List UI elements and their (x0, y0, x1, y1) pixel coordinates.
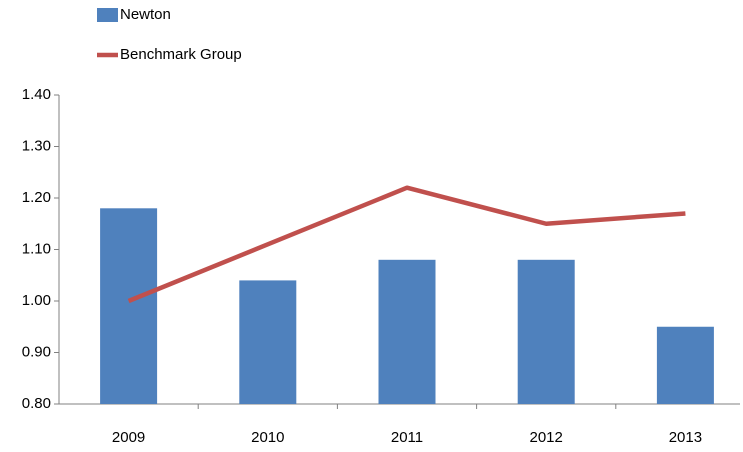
y-tick-label: 1.00 (22, 292, 51, 309)
x-tick-label: 2013 (669, 429, 702, 446)
y-tick-label: 1.20 (22, 189, 51, 206)
bar (378, 259, 436, 404)
x-tick-label: 2010 (251, 429, 284, 446)
bar (656, 326, 714, 404)
legend-label: Benchmark Group (120, 46, 242, 63)
line (127, 185, 686, 304)
y-tick-label: 0.90 (22, 343, 51, 360)
bar (239, 280, 297, 404)
x-tick-label: 2011 (391, 429, 423, 446)
y-tick-label: 1.30 (22, 137, 51, 154)
legend-label: Newton (120, 6, 171, 23)
x-tick-label: 2012 (530, 429, 563, 446)
y-tick-label: 1.10 (22, 240, 51, 257)
legend-swatch (97, 8, 118, 22)
bar (517, 259, 575, 404)
y-tick-label: 0.80 (22, 395, 51, 412)
x-tick-label: 2009 (112, 429, 145, 446)
bar (100, 208, 158, 404)
y-tick-label: 1.40 (22, 86, 51, 103)
